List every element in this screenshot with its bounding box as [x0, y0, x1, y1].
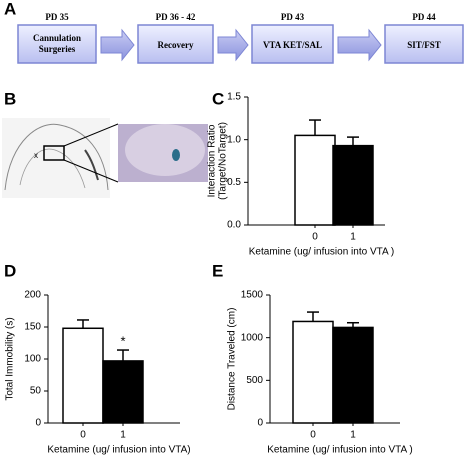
bar [292, 320, 334, 424]
y-tick-label: 50 [30, 386, 42, 397]
panel-label: D [4, 261, 16, 280]
y-axis-label: Distance Traveled (cm) [227, 308, 238, 411]
annotation: * [120, 333, 125, 348]
timeline-label: SIT/FST [407, 40, 441, 50]
panel-label: E [212, 261, 223, 280]
y-tick-label: 1.5 [227, 92, 241, 103]
timeline-box [384, 24, 464, 64]
y-tick-label: 200 [24, 290, 41, 301]
y-axis-label: Total Immobility (s) [5, 317, 16, 400]
x-axis-label: Ketamine (ug/ infusion into VTA) [47, 445, 190, 455]
bar [332, 326, 374, 424]
bar [62, 327, 104, 424]
timeline-day: PD 43 [281, 12, 305, 22]
y-tick-label: 100 [24, 354, 41, 365]
timeline-arrow [337, 28, 382, 62]
x-tick-label: 1 [350, 430, 356, 441]
timeline-step: PD 35 Cannulation Surgeries [17, 12, 97, 64]
y-axis-label: Interaction Ratio [207, 124, 218, 197]
y-tick-label: 500 [246, 375, 263, 386]
timeline-arrow [217, 28, 249, 62]
x-tick-label: 1 [350, 232, 356, 243]
x-tick-label: 1 [120, 430, 126, 441]
svg-text:x: x [34, 151, 38, 160]
y-tick-label: 1.0 [227, 134, 241, 145]
y-tick-label: 1000 [241, 332, 264, 343]
timeline-box [137, 24, 214, 64]
timeline-day: PD 36 - 42 [156, 12, 196, 22]
timeline-box [17, 24, 97, 64]
panel-label: B [4, 89, 16, 108]
timeline-step: PD 36 - 42 Recovery [137, 12, 214, 64]
timeline-box [251, 24, 334, 64]
y-tick-label: 0.5 [227, 177, 241, 188]
y-tick-label: 0 [257, 418, 263, 429]
y-tick-label: 150 [24, 322, 41, 333]
brain-schematic: x [2, 118, 208, 198]
x-axis-label: Ketamine (ug/ infusion into VTA ) [249, 247, 394, 258]
bar [332, 144, 374, 226]
x-tick-label: 0 [310, 430, 316, 441]
timeline-label: Cannulation Surgeries [33, 33, 81, 54]
timeline-day: PD 35 [45, 12, 69, 22]
x-axis-label: Ketamine (ug/ infusion into VTA ) [267, 445, 412, 455]
timeline-label: Recovery [158, 40, 194, 50]
panel-label: C [212, 89, 224, 108]
timeline-day: PD 44 [412, 12, 436, 22]
panel-label: A [4, 0, 16, 18]
y-tick-label: 1500 [241, 290, 264, 301]
bar [294, 134, 336, 226]
y-tick-label: 0.0 [227, 220, 241, 231]
timeline-arrow [100, 28, 135, 62]
y-tick-label: 0 [35, 418, 41, 429]
y-axis-label: (Target/NoTarget) [218, 122, 229, 200]
timeline-step: PD 44 SIT/FST [384, 12, 464, 64]
bar [102, 360, 144, 424]
x-tick-label: 0 [312, 232, 318, 243]
timeline-step: PD 43 VTA KET/SAL [251, 12, 334, 64]
x-tick-label: 0 [80, 430, 86, 441]
timeline-label: VTA KET/SAL [263, 40, 322, 50]
